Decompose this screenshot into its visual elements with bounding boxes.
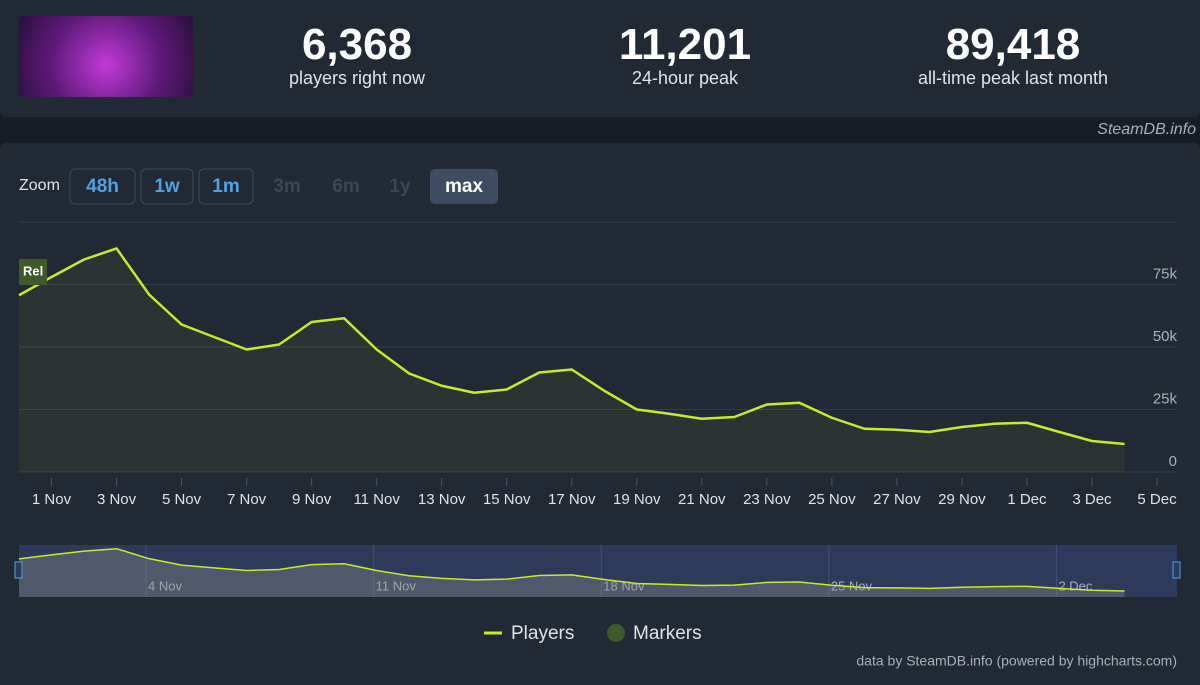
y-tick-label: 50k [1153, 328, 1178, 345]
y-tick-label: 75k [1153, 265, 1178, 282]
legend-label[interactable]: Markers [633, 623, 702, 644]
x-tick-label: 3 Dec [1072, 491, 1112, 508]
stat-value: 11,201 [618, 20, 752, 69]
y-tick-label: 0 [1169, 453, 1177, 470]
zoom-button-label[interactable]: 1y [389, 176, 411, 197]
legend-label[interactable]: Players [511, 623, 574, 644]
zoom-button[interactable] [430, 169, 498, 204]
stat-value: 6,368 [301, 20, 413, 69]
x-tick-label: 15 Nov [483, 491, 531, 508]
navigator-tick-label: 4 Nov [148, 578, 182, 593]
x-tick-label: 19 Nov [613, 491, 661, 508]
navigator-handle[interactable] [14, 561, 23, 579]
x-tick-label: 9 Nov [292, 491, 332, 508]
zoom-label: Zoom [19, 177, 60, 194]
stat-label: 24-hour peak [631, 68, 739, 88]
stat-label: players right now [288, 68, 426, 88]
game-thumbnail[interactable] [19, 16, 193, 97]
navigator-tick-label: 11 Nov [376, 578, 417, 593]
source[interactable]: SteamDB.info [1097, 121, 1196, 138]
marker-label: Rel [23, 263, 43, 278]
credits[interactable]: data by SteamDB.info (powered by highcha… [856, 653, 1177, 669]
x-tick-label: 13 Nov [418, 491, 466, 508]
x-tick-label: 3 Nov [97, 491, 137, 508]
x-tick-label: 29 Nov [938, 491, 986, 508]
x-tick-label: 1 Nov [32, 491, 72, 508]
x-tick-label: 25 Nov [808, 491, 856, 508]
stat: 11,201 24-hour peak [535, 22, 835, 89]
x-tick-label: 21 Nov [678, 491, 726, 508]
x-tick-label: 5 Nov [162, 491, 202, 508]
navigator-line-area [19, 548, 1125, 597]
x-tick-label: 7 Nov [227, 491, 267, 508]
x-tick-label: 1 Dec [1007, 491, 1047, 508]
navigator-handle[interactable] [1172, 561, 1181, 579]
stat-label: all-time peak last month [917, 68, 1109, 88]
zoom-button-label[interactable]: max [445, 176, 483, 197]
stat-value: 89,418 [945, 20, 1081, 69]
series-line-area [19, 248, 1125, 472]
series-line [18, 247, 1125, 446]
navigator-line [18, 547, 1125, 592]
navigator-bg [19, 545, 1177, 597]
zoom-button-label[interactable]: 1w [154, 176, 180, 197]
zoom-button-label[interactable]: 6m [332, 176, 359, 197]
stat: 89,418 all-time peak last month [863, 22, 1163, 89]
zoom-button-label[interactable]: 3m [273, 176, 300, 197]
zoom-button[interactable] [69, 168, 136, 205]
x-tick-label: 5 Dec [1137, 491, 1177, 508]
navigator-tick-label: 25 Nov [831, 578, 873, 593]
zoom-button[interactable] [140, 168, 194, 205]
x-tick-label: 17 Nov [548, 491, 596, 508]
x-tick-label: 27 Nov [873, 491, 921, 508]
x-tick-label: 23 Nov [743, 491, 791, 508]
y-tick-label: 25k [1153, 390, 1178, 407]
zoom-button-label[interactable]: 1m [212, 176, 239, 197]
zoom-button-label[interactable]: 48h [86, 176, 119, 197]
navigator-tick-label: 18 Nov [603, 578, 645, 593]
legend-symbol [607, 624, 625, 642]
marker-flag[interactable] [19, 259, 47, 285]
zoom-button[interactable] [198, 168, 254, 205]
stats-bar: 6,368 players right now 11,201 24-hour pea… [0, 0, 1200, 117]
x-tick-label: 11 Nov [353, 491, 400, 508]
stat: 6,368 players right now [207, 22, 507, 89]
